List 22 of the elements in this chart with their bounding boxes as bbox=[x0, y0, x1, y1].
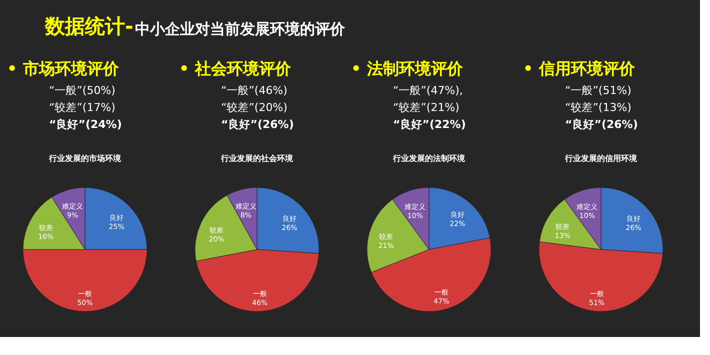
text: “较差”(21%) bbox=[393, 101, 460, 114]
text: “较差”(13%) bbox=[565, 101, 632, 114]
text: “一般”(47%), bbox=[393, 84, 463, 97]
text: “较差”(17%) bbox=[49, 101, 116, 114]
text: “较差”(20%) bbox=[221, 101, 288, 114]
text: “良好”(22%) bbox=[393, 118, 466, 131]
chart-subtitle: 行业发展的社会环境 bbox=[220, 153, 294, 163]
text: 中小企业对当前发展环境的评价 bbox=[135, 20, 346, 38]
text: “一般”(46%) bbox=[221, 84, 288, 97]
text: “一般”(50%) bbox=[49, 84, 116, 97]
text: “良好”(26%) bbox=[221, 118, 294, 131]
chart-subtitle: 行业发展的信用环境 bbox=[564, 153, 638, 163]
chart-title: • 社会环境评价 bbox=[179, 59, 292, 78]
text: “一般”(51%) bbox=[565, 84, 632, 97]
text: “良好”(24%) bbox=[49, 118, 122, 131]
chart-subtitle: 行业发展的法制环境 bbox=[392, 153, 466, 163]
chart-title: • 市场环境评价 bbox=[7, 59, 120, 78]
text: 数据统计- bbox=[44, 14, 134, 38]
chart-title: • 信用环境评价 bbox=[523, 59, 636, 78]
text: “良好”(26%) bbox=[565, 118, 638, 131]
chart-subtitle: 行业发展的市场环境 bbox=[48, 153, 122, 163]
chart-title: • 法制环境评价 bbox=[351, 59, 464, 78]
